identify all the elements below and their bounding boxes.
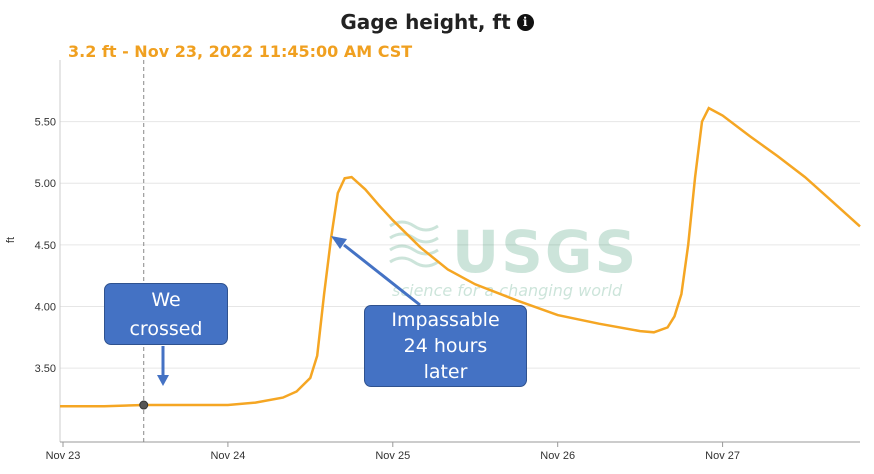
x-tick-label: Nov 27 bbox=[705, 450, 740, 462]
arrow-impassable bbox=[343, 243, 421, 307]
x-tick-label: Nov 24 bbox=[210, 450, 245, 462]
watermark-logo: USGS bbox=[452, 218, 638, 286]
y-tick-label: 5.50 bbox=[35, 117, 56, 129]
callout-crossed-line1: We bbox=[151, 289, 181, 311]
callout-impassable: Impassable 24 hours later bbox=[364, 305, 527, 387]
highlight-point bbox=[139, 400, 149, 410]
callout-impassable-line3: later bbox=[423, 361, 468, 383]
callout-impassable-line1: Impassable bbox=[391, 309, 500, 331]
callout-crossed-line2: crossed bbox=[129, 318, 203, 340]
y-axis: 3.50 4.00 4.50 5.00 5.50 ft bbox=[5, 117, 56, 375]
callout-we-crossed: We crossed bbox=[104, 283, 228, 345]
series-line bbox=[60, 106, 861, 408]
y-tick-label: 3.50 bbox=[35, 363, 56, 375]
callout-impassable-line2: 24 hours bbox=[403, 335, 488, 357]
x-axis: Nov 23 Nov 24 Nov 25 Nov 26 Nov 27 bbox=[46, 442, 740, 462]
chart-title: Gage height, ft i bbox=[0, 10, 874, 34]
y-tick-label: 4.50 bbox=[35, 240, 56, 252]
x-tick-label: Nov 25 bbox=[375, 450, 410, 462]
y-tick-label: 5.00 bbox=[35, 178, 56, 190]
watermark-tagline: science for a changing world bbox=[392, 281, 623, 300]
hover-readout: 3.2 ft - Nov 23, 2022 11:45:00 AM CST bbox=[68, 42, 413, 61]
y-axis-label: ft bbox=[5, 237, 17, 243]
usgs-watermark: USGS science for a changing world bbox=[389, 218, 638, 300]
y-tick-label: 4.00 bbox=[35, 301, 56, 313]
x-tick-label: Nov 26 bbox=[540, 450, 575, 462]
arrowhead-crossed bbox=[157, 375, 169, 386]
chart-title-text: Gage height, ft bbox=[340, 10, 511, 34]
info-icon[interactable]: i bbox=[516, 14, 534, 31]
arrowhead-impassable bbox=[331, 236, 347, 249]
x-tick-label: Nov 23 bbox=[46, 450, 81, 462]
